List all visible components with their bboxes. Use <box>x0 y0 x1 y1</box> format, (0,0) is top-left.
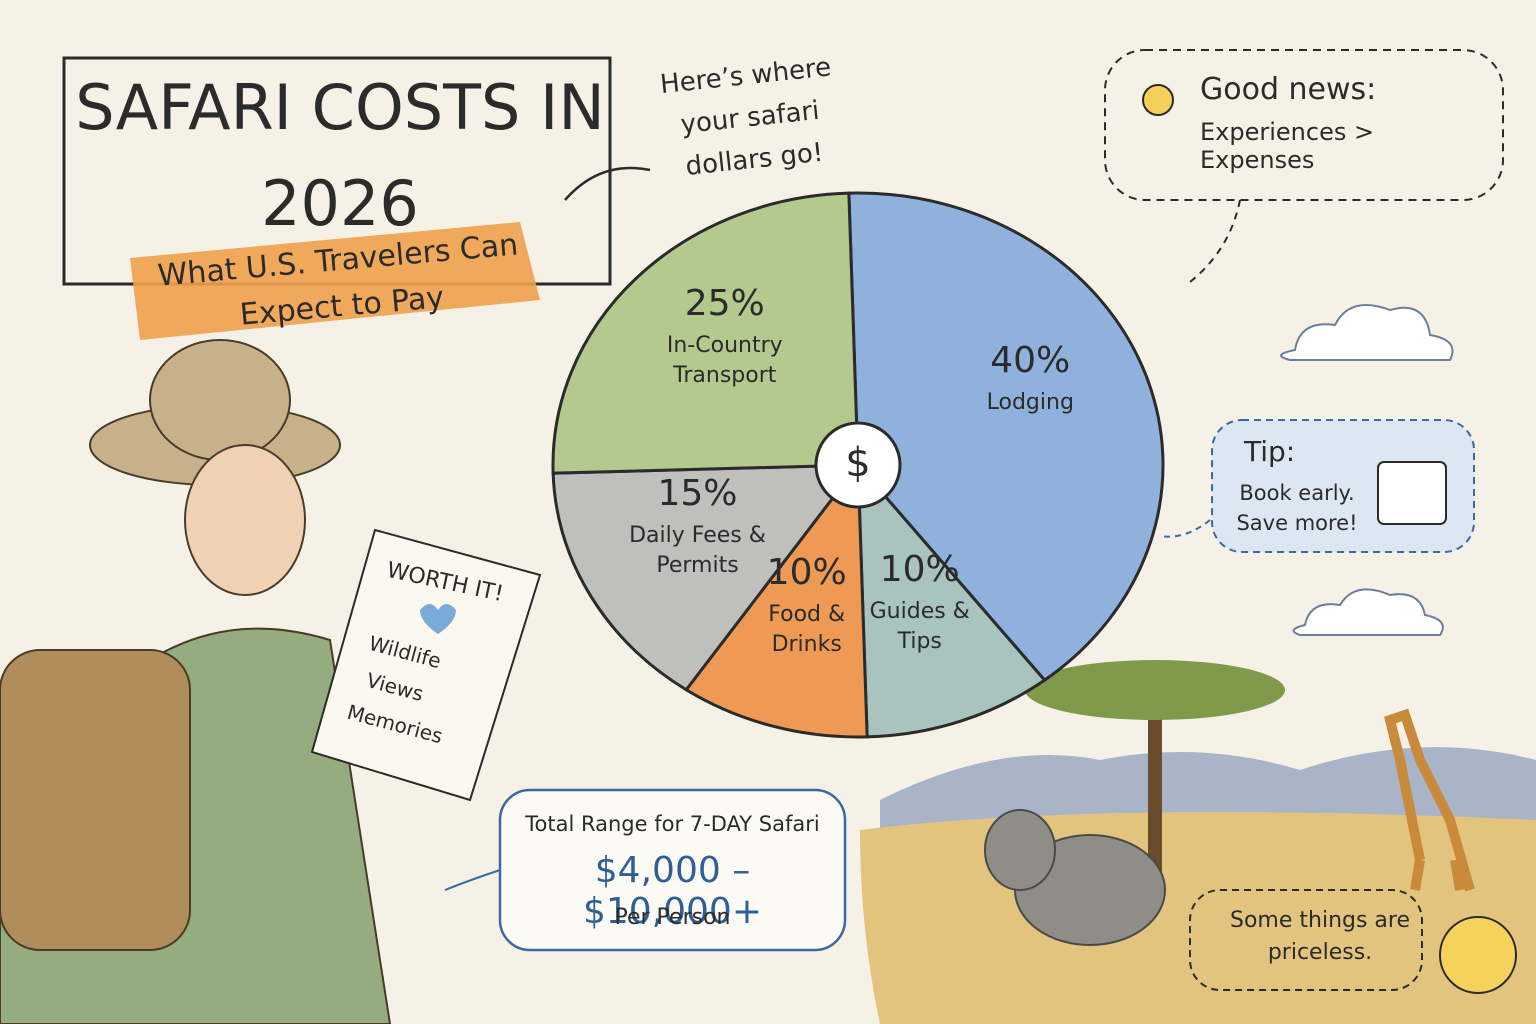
arrow <box>1159 519 1211 538</box>
pie-center <box>814 421 902 509</box>
pie-slice <box>551 191 860 475</box>
paper <box>310 528 542 802</box>
note-box <box>1104 49 1504 201</box>
note-box <box>1189 889 1423 991</box>
tree-canopy <box>1025 660 1285 720</box>
category-label: Food & Drinks <box>768 601 846 657</box>
giraffe <box>1384 708 1475 892</box>
category-label: Guides & Tips <box>869 598 970 654</box>
arrow <box>444 869 501 891</box>
annotation: Some things are priceless. <box>1230 908 1411 965</box>
pie <box>551 191 1165 739</box>
elephant-head <box>984 809 1056 891</box>
tree-trunk <box>1148 700 1162 900</box>
annotation: Experiences > Expenses <box>1200 118 1375 174</box>
heart-icon <box>420 604 456 634</box>
pie-slice <box>847 191 1165 683</box>
category-label: Lodging <box>986 389 1074 415</box>
backpack <box>0 649 191 951</box>
hat-crown <box>149 339 291 461</box>
value-label: 10% <box>766 551 847 593</box>
value-label: 40% <box>990 339 1071 381</box>
pie-slice <box>551 463 862 692</box>
pie-slice <box>684 460 869 739</box>
pie-slice <box>856 460 1047 739</box>
category-label: Daily Fees & Permits <box>629 523 766 579</box>
annotation: Here’s where your safari dollars go! <box>658 52 833 182</box>
savanna <box>860 812 1536 1024</box>
value-label: 10% <box>879 548 960 590</box>
annotation: Tip: <box>1244 435 1296 468</box>
cloud <box>1292 588 1444 636</box>
category-label: In-Country Transport <box>666 333 783 389</box>
annotation: Total Range for 7-DAY Safari <box>525 812 820 836</box>
cloud <box>1280 304 1454 361</box>
value-label: 25% <box>684 283 765 325</box>
subtitle-highlight <box>130 222 540 340</box>
pie-center-label: $ <box>845 440 871 486</box>
annotation: Book early. Save more! <box>1236 481 1358 535</box>
annotation: Per Person <box>614 905 731 930</box>
annotation: $4,000 – $10,000+ <box>582 850 763 932</box>
smiley <box>1439 916 1517 994</box>
chart-title: Safari Costs in 2026 <box>75 71 605 240</box>
arrow <box>564 166 651 201</box>
arrow <box>1189 199 1241 283</box>
face <box>184 444 306 596</box>
annotation: Good news: <box>1200 72 1377 107</box>
value-label: 15% <box>657 473 738 515</box>
calendar-icon <box>1377 461 1447 525</box>
bulb-icon <box>1142 84 1174 116</box>
